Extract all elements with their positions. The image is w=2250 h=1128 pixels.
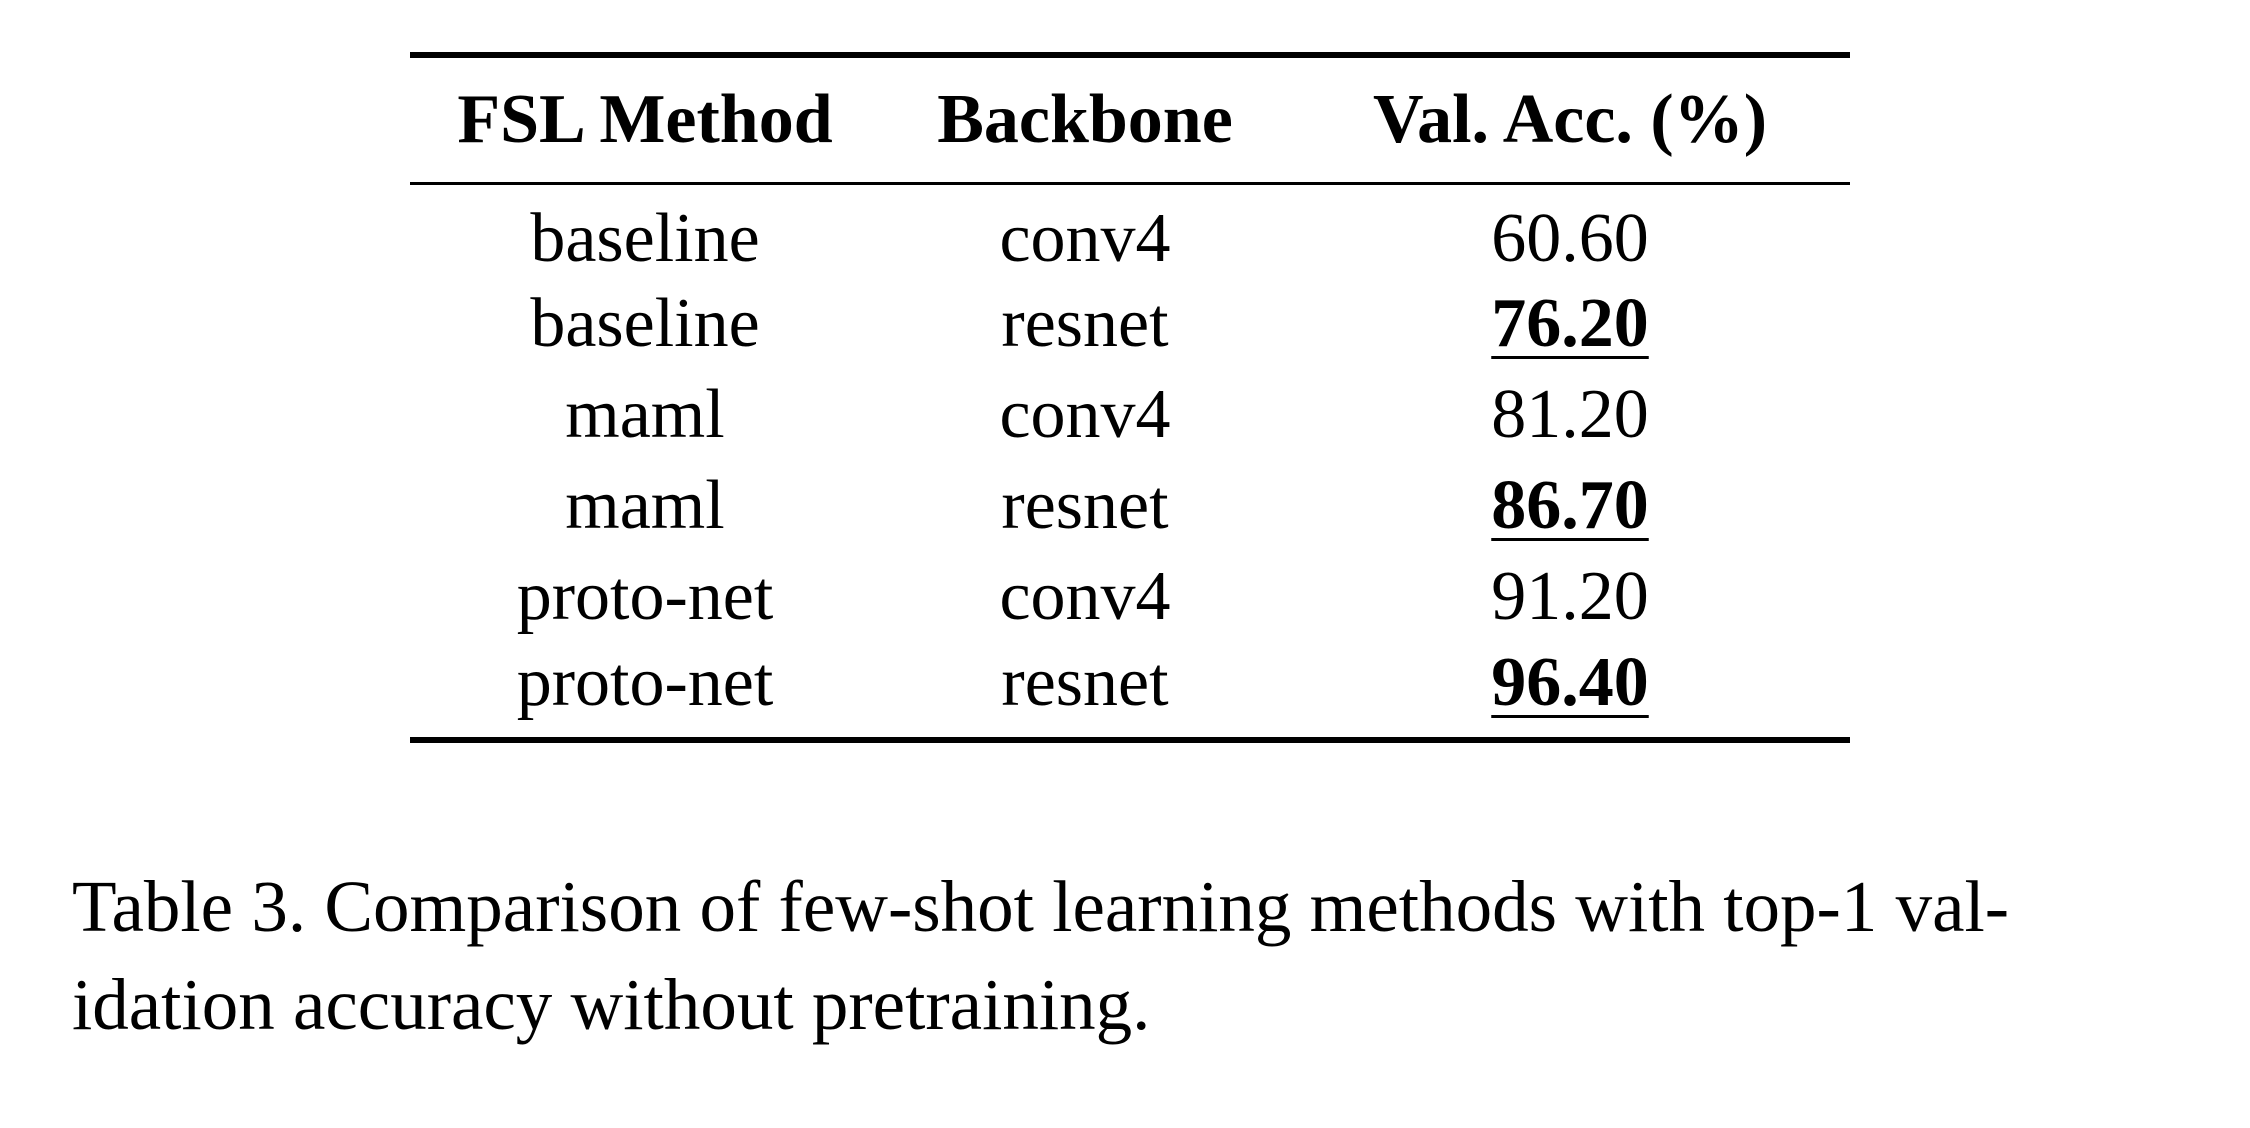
val-acc-value-best: 96.40 [1491, 643, 1649, 721]
cell-method: maml [565, 467, 725, 544]
cell-method: proto-net [516, 643, 774, 721]
cell-backbone: resnet [1001, 285, 1169, 362]
table-row: maml resnet 86.70 [410, 461, 1850, 552]
cell-method: baseline [530, 199, 760, 277]
cell-backbone: conv4 [999, 199, 1171, 277]
cell-backbone: resnet [1001, 643, 1169, 721]
cell-val-acc: 86.70 [1290, 461, 1850, 552]
table-row: baseline conv4 60.60 [410, 183, 1850, 279]
header-val-acc: Val. Acc. (%) [1372, 80, 1768, 158]
results-table-container: FSL Method Backbone Val. Acc. (%) baseli… [410, 52, 1850, 743]
table-row: maml conv4 81.20 [410, 370, 1850, 461]
val-acc-value: 91.20 [1491, 558, 1649, 635]
cell-method: proto-net [516, 558, 774, 635]
caption-line-1: Table 3. Comparison of few-shot learning… [72, 866, 2010, 947]
cell-val-acc: 76.20 [1290, 279, 1850, 370]
cell-method: maml [565, 376, 725, 453]
table-row: proto-net resnet 96.40 [410, 643, 1850, 740]
cell-backbone: resnet [1001, 467, 1169, 544]
table-caption: Table 3. Comparison of few-shot learning… [72, 858, 2182, 1054]
val-acc-value: 81.20 [1491, 376, 1649, 453]
cell-backbone: conv4 [999, 376, 1171, 453]
table-row: proto-net conv4 91.20 [410, 552, 1850, 643]
caption-line-2: idation accuracy without pretraining. [72, 964, 1151, 1045]
val-acc-value-best: 86.70 [1491, 467, 1649, 544]
cell-val-acc: 91.20 [1290, 552, 1850, 643]
cell-backbone: conv4 [999, 558, 1171, 635]
results-table: FSL Method Backbone Val. Acc. (%) baseli… [410, 52, 1850, 743]
header-backbone: Backbone [937, 80, 1233, 158]
table-header-row: FSL Method Backbone Val. Acc. (%) [410, 55, 1850, 183]
cell-val-acc: 60.60 [1290, 183, 1850, 279]
val-acc-value-best: 76.20 [1491, 285, 1649, 362]
cell-val-acc: 96.40 [1290, 643, 1850, 740]
table-row: baseline resnet 76.20 [410, 279, 1850, 370]
header-fsl-method: FSL Method [457, 80, 833, 158]
cell-val-acc: 81.20 [1290, 370, 1850, 461]
cell-method: baseline [530, 285, 760, 362]
val-acc-value: 60.60 [1491, 199, 1649, 277]
